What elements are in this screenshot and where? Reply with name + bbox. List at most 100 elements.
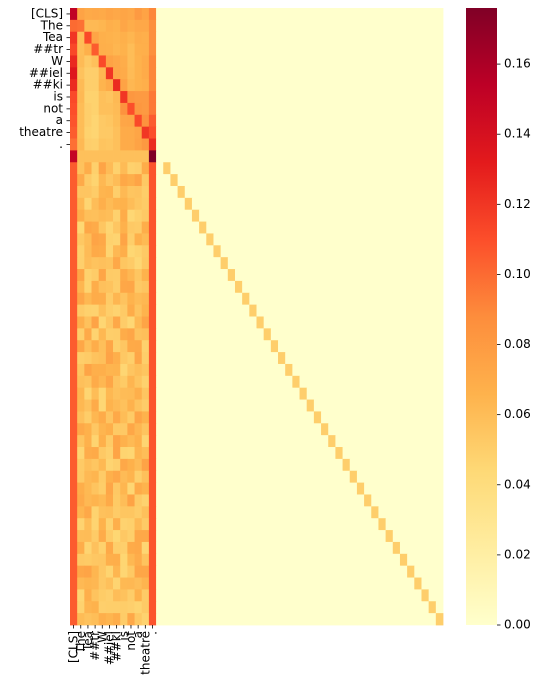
heatmap-cell <box>321 518 329 531</box>
x-tick-label: W <box>95 631 109 643</box>
heatmap-cell <box>285 435 293 448</box>
heatmap-cell <box>105 447 114 460</box>
heatmap-cell <box>141 530 150 543</box>
heatmap-cell <box>356 387 365 400</box>
heatmap-cell <box>407 292 415 306</box>
heatmap-cell <box>177 530 186 543</box>
heatmap-cell <box>285 423 293 436</box>
heatmap-cell <box>385 233 394 246</box>
heatmap-cell <box>414 340 422 353</box>
heatmap-cell <box>321 435 329 448</box>
heatmap-cell <box>191 269 200 282</box>
heatmap-cell <box>399 482 408 495</box>
heatmap-cell <box>199 506 207 519</box>
heatmap-cell <box>421 530 430 543</box>
heatmap-cell <box>356 55 365 68</box>
colorbar-tick-label: 0.16 <box>504 57 531 71</box>
heatmap-cell <box>428 423 437 436</box>
heatmap-cell <box>335 245 343 258</box>
heatmap-cell <box>98 102 107 116</box>
heatmap-cell <box>313 399 322 412</box>
heatmap-cell <box>256 541 265 555</box>
heatmap-cell <box>70 91 78 104</box>
heatmap-cell <box>313 601 322 614</box>
heatmap-cell <box>206 245 214 258</box>
heatmap-cell <box>313 387 322 400</box>
heatmap-cell <box>278 447 286 460</box>
heatmap-cell <box>399 613 408 626</box>
heatmap-cell <box>127 541 135 555</box>
heatmap-cell <box>421 553 430 567</box>
heatmap-cell <box>356 470 365 484</box>
heatmap-cell <box>371 375 379 389</box>
heatmap-cell <box>263 541 272 555</box>
heatmap-cell <box>328 292 336 306</box>
heatmap-cell <box>156 316 164 329</box>
heatmap-cell <box>120 530 128 543</box>
heatmap-cell <box>242 470 250 484</box>
heatmap-cell <box>242 340 250 353</box>
heatmap-cell <box>321 506 329 519</box>
heatmap-cell <box>428 411 437 424</box>
heatmap-cell <box>392 375 401 389</box>
heatmap-cell <box>170 423 178 436</box>
heatmap-cell <box>77 553 85 567</box>
heatmap-cell <box>184 387 193 400</box>
heatmap-cell <box>335 363 343 377</box>
heatmap-cell <box>170 245 178 258</box>
heatmap-cell <box>407 553 415 567</box>
heatmap-cell <box>371 126 379 139</box>
heatmap-cell <box>356 447 365 460</box>
heatmap-cell <box>242 8 250 21</box>
heatmap-cell <box>349 482 358 495</box>
heatmap-cell <box>349 197 358 211</box>
heatmap-cell <box>356 280 365 294</box>
heatmap-cell <box>313 352 322 365</box>
heatmap-cell <box>242 269 250 282</box>
heatmap-cell <box>306 280 315 294</box>
heatmap-cell <box>77 269 85 282</box>
heatmap-cell <box>177 423 186 436</box>
heatmap-cell <box>148 411 157 424</box>
heatmap-cell <box>113 565 121 578</box>
heatmap-cell <box>328 423 336 436</box>
heatmap-cell <box>399 435 408 448</box>
heatmap-cell <box>392 114 401 128</box>
heatmap-cell <box>292 435 300 448</box>
heatmap-cell <box>299 613 308 626</box>
heatmap-cell <box>256 316 265 329</box>
heatmap-cell <box>263 470 272 484</box>
heatmap-cell <box>156 375 164 389</box>
heatmap-cell <box>371 530 379 543</box>
heatmap-cell <box>278 174 286 187</box>
heatmap-cell <box>184 43 193 56</box>
heatmap-cell <box>306 43 315 56</box>
heatmap-cell <box>349 316 358 329</box>
heatmap-cell <box>299 8 308 21</box>
heatmap-cell <box>113 423 121 436</box>
heatmap-cell <box>349 269 358 282</box>
heatmap-cell <box>156 340 164 353</box>
heatmap-cell <box>392 447 401 460</box>
heatmap-cell <box>371 352 379 365</box>
heatmap-cell <box>435 126 444 139</box>
heatmap-cell <box>156 352 164 365</box>
heatmap-cell <box>299 506 308 519</box>
heatmap-cell <box>70 102 78 116</box>
heatmap-cell <box>242 257 250 270</box>
heatmap-cell <box>407 565 415 578</box>
heatmap-cell <box>163 577 171 590</box>
heatmap-cell <box>256 150 265 163</box>
heatmap-cell <box>392 316 401 329</box>
heatmap-cell <box>328 470 336 484</box>
heatmap-cell <box>91 162 100 175</box>
heatmap-cell <box>371 197 379 211</box>
heatmap-cell <box>77 518 85 531</box>
heatmap-cell <box>371 55 379 68</box>
heatmap-cell <box>91 340 100 353</box>
heatmap-cell <box>414 470 422 484</box>
heatmap-cell <box>321 126 329 139</box>
heatmap-cell <box>91 482 100 495</box>
heatmap-cell <box>184 375 193 389</box>
heatmap-cell <box>392 304 401 317</box>
